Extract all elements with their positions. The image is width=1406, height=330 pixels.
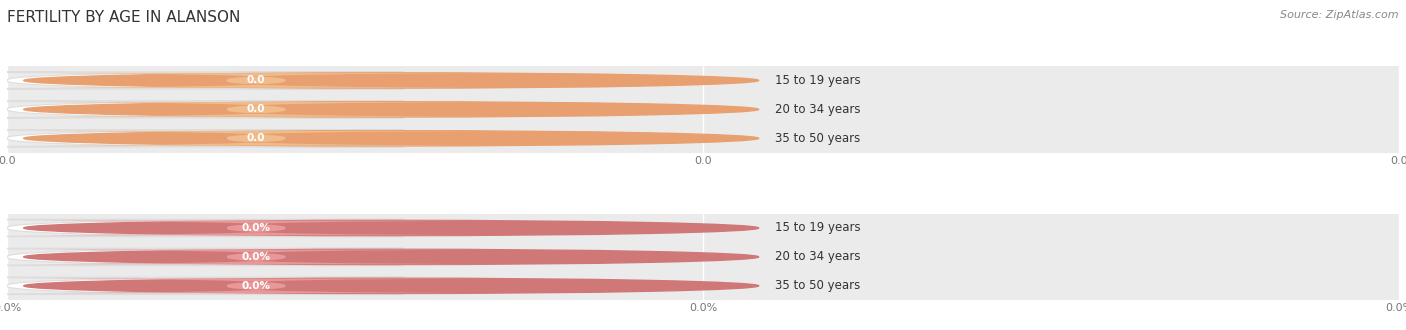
Text: 20 to 34 years: 20 to 34 years (775, 103, 860, 116)
Text: 0.0%: 0.0% (242, 223, 271, 233)
FancyBboxPatch shape (0, 279, 540, 293)
Text: 0.0%: 0.0% (242, 281, 271, 291)
Circle shape (24, 278, 759, 293)
Text: 0.0: 0.0 (247, 104, 266, 115)
Text: Source: ZipAtlas.com: Source: ZipAtlas.com (1281, 10, 1399, 20)
Text: FERTILITY BY AGE IN ALANSON: FERTILITY BY AGE IN ALANSON (7, 10, 240, 25)
FancyBboxPatch shape (0, 72, 404, 89)
Text: 0.0: 0.0 (247, 133, 266, 143)
FancyBboxPatch shape (0, 219, 404, 237)
Circle shape (24, 220, 759, 236)
Text: 15 to 19 years: 15 to 19 years (775, 221, 860, 235)
FancyBboxPatch shape (0, 221, 540, 235)
Text: 0.0: 0.0 (247, 76, 266, 85)
FancyBboxPatch shape (0, 131, 540, 146)
Circle shape (24, 249, 759, 265)
FancyBboxPatch shape (0, 130, 404, 147)
Text: 35 to 50 years: 35 to 50 years (775, 132, 860, 145)
Text: 35 to 50 years: 35 to 50 years (775, 279, 860, 292)
Text: 15 to 19 years: 15 to 19 years (775, 74, 860, 87)
Circle shape (24, 102, 759, 117)
FancyBboxPatch shape (0, 73, 540, 88)
FancyBboxPatch shape (0, 248, 404, 266)
Circle shape (24, 73, 759, 88)
FancyBboxPatch shape (0, 277, 404, 294)
Circle shape (24, 131, 759, 146)
FancyBboxPatch shape (0, 102, 540, 117)
FancyBboxPatch shape (0, 249, 540, 264)
FancyBboxPatch shape (0, 101, 404, 118)
Text: 20 to 34 years: 20 to 34 years (775, 250, 860, 263)
Text: 0.0%: 0.0% (242, 252, 271, 262)
